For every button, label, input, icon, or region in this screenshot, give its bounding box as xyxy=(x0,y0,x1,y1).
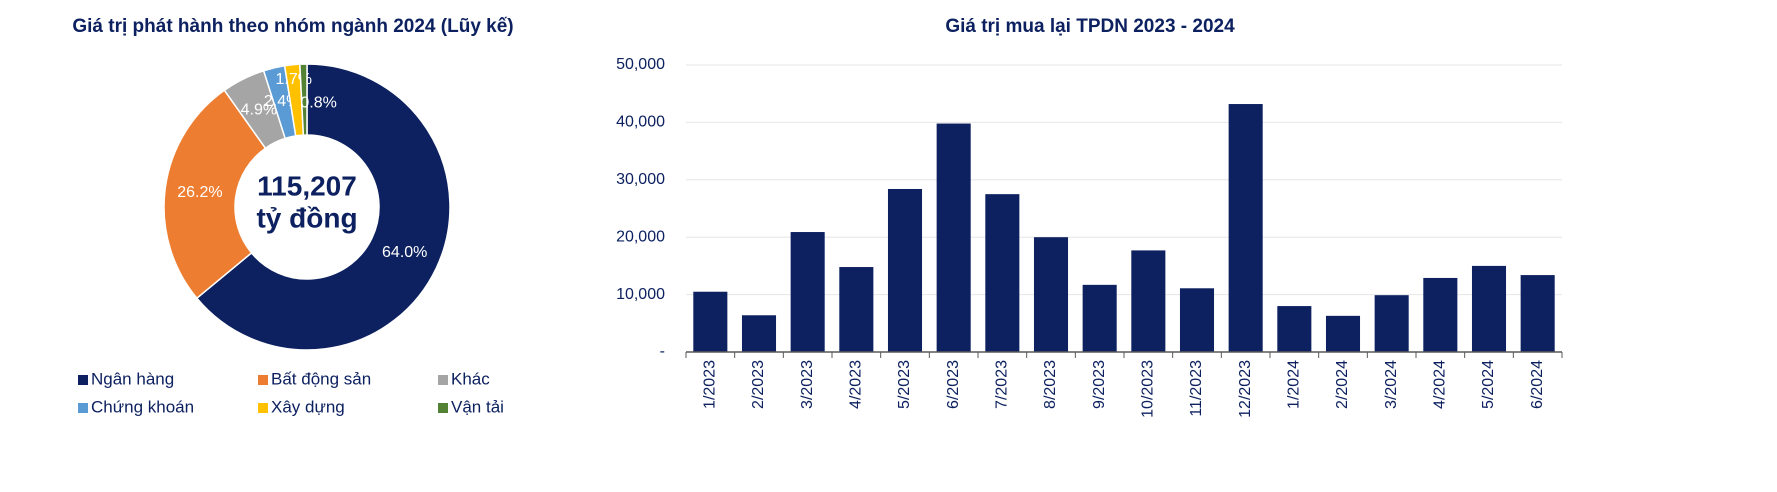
bar xyxy=(1325,315,1361,352)
bar xyxy=(1471,265,1507,352)
donut-slice xyxy=(163,89,267,300)
x-tick-label: 3/2023 xyxy=(799,360,816,409)
x-tick-label: 1/2024 xyxy=(1286,360,1303,409)
bar xyxy=(1228,104,1263,352)
chart-title: Giá trị phát hành theo nhóm ngành 2024 (… xyxy=(72,16,513,37)
bar xyxy=(1033,237,1069,352)
x-tick-label: 11/2023 xyxy=(1188,360,1205,417)
x-tick-label: 12/2023 xyxy=(1237,360,1254,418)
bar xyxy=(1082,284,1117,352)
x-tick-label: 2/2024 xyxy=(1334,360,1351,409)
chart-title: Giá trị mua lại TPDN 2023 - 2024 xyxy=(945,16,1235,37)
x-tick-label: 6/2024 xyxy=(1529,360,1546,409)
bar xyxy=(1277,306,1312,352)
x-tick-label: 7/2023 xyxy=(994,360,1011,409)
y-tick-label: 30,000 xyxy=(616,171,665,188)
legend-swatch xyxy=(258,375,268,385)
x-tick-label: 4/2023 xyxy=(848,360,865,409)
x-tick-label: 1/2023 xyxy=(702,360,719,409)
data-label: 26.2% xyxy=(177,184,222,201)
legend-label: Chứng khoán xyxy=(91,397,194,416)
legend-swatch xyxy=(438,403,448,413)
x-tick-label: 6/2023 xyxy=(945,360,962,409)
bar xyxy=(790,232,825,352)
bar xyxy=(1179,288,1215,352)
bar xyxy=(936,123,971,352)
data-label: 4.9% xyxy=(241,102,277,119)
center-label: tỷ đồng xyxy=(256,202,357,233)
legend-label: Bất động sản xyxy=(271,369,371,388)
y-tick-label: - xyxy=(660,343,665,360)
y-tick-label: 40,000 xyxy=(616,114,665,131)
legend-label: Xây dựng xyxy=(271,397,345,416)
x-tick-label: 4/2024 xyxy=(1432,360,1449,409)
data-label: 0.8% xyxy=(300,94,336,111)
legend-swatch xyxy=(78,375,88,385)
bar xyxy=(1374,295,1409,352)
bar xyxy=(1423,277,1458,352)
x-tick-label: 9/2023 xyxy=(1091,360,1108,409)
y-tick-label: 20,000 xyxy=(616,228,665,245)
legend-label: Khác xyxy=(451,369,490,388)
bar xyxy=(839,267,874,352)
legend-swatch xyxy=(78,403,88,413)
donut-slice xyxy=(195,63,451,351)
x-tick-label: 10/2023 xyxy=(1140,360,1157,418)
bar xyxy=(887,188,923,352)
legend-swatch xyxy=(258,403,268,413)
legend-label: Vận tải xyxy=(451,397,504,416)
x-tick-label: 3/2024 xyxy=(1383,360,1400,409)
bar xyxy=(693,291,728,352)
x-tick-label: 5/2023 xyxy=(896,360,913,409)
bar xyxy=(985,194,1020,352)
legend-swatch xyxy=(438,375,448,385)
bar xyxy=(1520,275,1555,352)
legend-label: Ngân hàng xyxy=(91,369,174,388)
donut-slice xyxy=(299,63,308,136)
center-label: 115,207 xyxy=(257,170,357,201)
x-tick-label: 8/2023 xyxy=(1042,360,1059,409)
x-tick-label: 2/2023 xyxy=(750,360,767,409)
data-label: 64.0% xyxy=(382,244,427,261)
y-tick-label: 50,000 xyxy=(616,56,665,73)
bar xyxy=(1131,250,1166,352)
bar xyxy=(741,315,777,352)
y-tick-label: 10,000 xyxy=(616,286,665,303)
x-tick-label: 5/2024 xyxy=(1480,360,1497,409)
